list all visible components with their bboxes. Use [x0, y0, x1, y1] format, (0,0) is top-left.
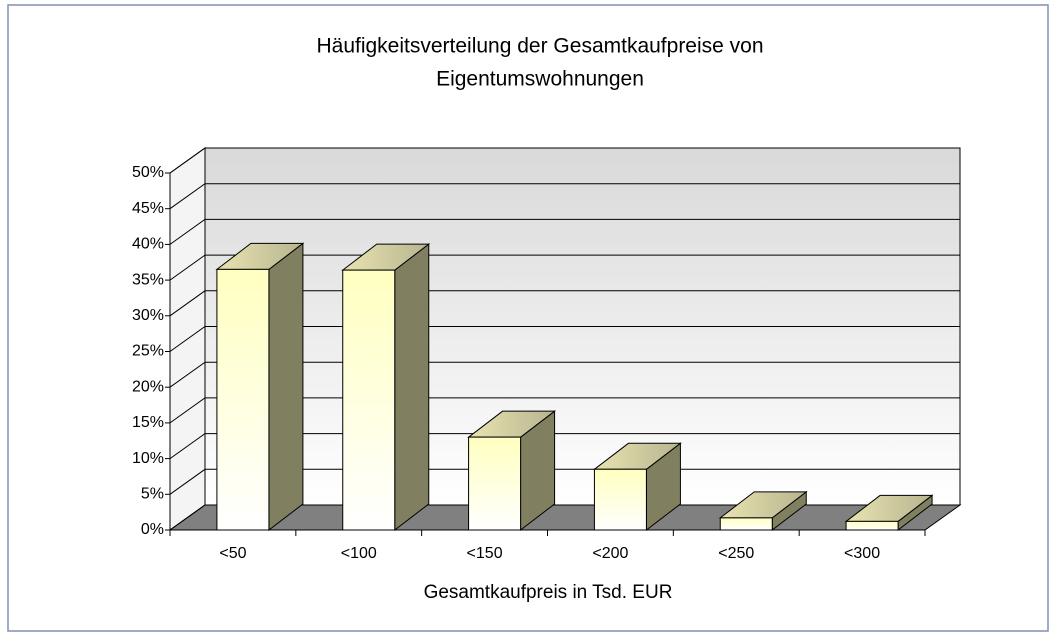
grid-line: [169, 183, 960, 210]
y-tick-label: 5%: [141, 486, 164, 503]
bar-front: [593, 468, 647, 531]
x-tick-label: <200: [592, 545, 628, 562]
grid-line: [169, 361, 960, 388]
x-tick-label: <250: [718, 545, 754, 562]
y-tick-label: 15%: [132, 414, 164, 431]
y-tick-label: 35%: [132, 271, 164, 288]
bar-side: [268, 242, 304, 532]
y-tick-label: 50%: [132, 164, 164, 181]
bar-front: [845, 520, 899, 531]
y-tick-label: 40%: [132, 236, 164, 253]
bar-front: [216, 268, 270, 531]
bar-front: [468, 436, 522, 531]
y-tick-label: 0%: [141, 521, 164, 538]
grid-line: [169, 147, 960, 174]
y-tick-label: 30%: [132, 307, 164, 324]
bar-side: [394, 243, 430, 532]
bar: [215, 242, 305, 532]
x-tick-label: <300: [844, 545, 880, 562]
grid-line: [169, 326, 960, 352]
bar: [467, 410, 557, 532]
grid-line: [169, 397, 960, 424]
y-tick-label: 10%: [132, 450, 164, 467]
bar: [718, 490, 808, 532]
x-axis-title: Gesamtkaufpreis in Tsd. EUR: [424, 582, 673, 603]
y-tick-label: 20%: [132, 378, 164, 395]
y-tick-label: 25%: [132, 343, 164, 360]
grid-line: [169, 254, 960, 281]
grid-line: [169, 504, 960, 531]
bar-front: [342, 269, 396, 531]
bar-front: [719, 517, 773, 531]
grid-line: [169, 290, 960, 317]
chart-title: Häufigkeitsverteilung der Gesamtkaufprei…: [316, 35, 763, 58]
bar: [592, 442, 682, 532]
grid-line: [169, 433, 960, 460]
bar: [844, 494, 934, 532]
grid-line: [169, 468, 960, 495]
x-tick-label: <150: [467, 545, 503, 562]
x-tick-label: <100: [341, 545, 377, 562]
bar: [341, 243, 431, 532]
grid-line: [169, 218, 960, 245]
y-tick-label: 45%: [132, 200, 164, 217]
chart-title: Eigentumswohnungen: [436, 68, 644, 91]
x-tick-label: <50: [219, 545, 246, 562]
